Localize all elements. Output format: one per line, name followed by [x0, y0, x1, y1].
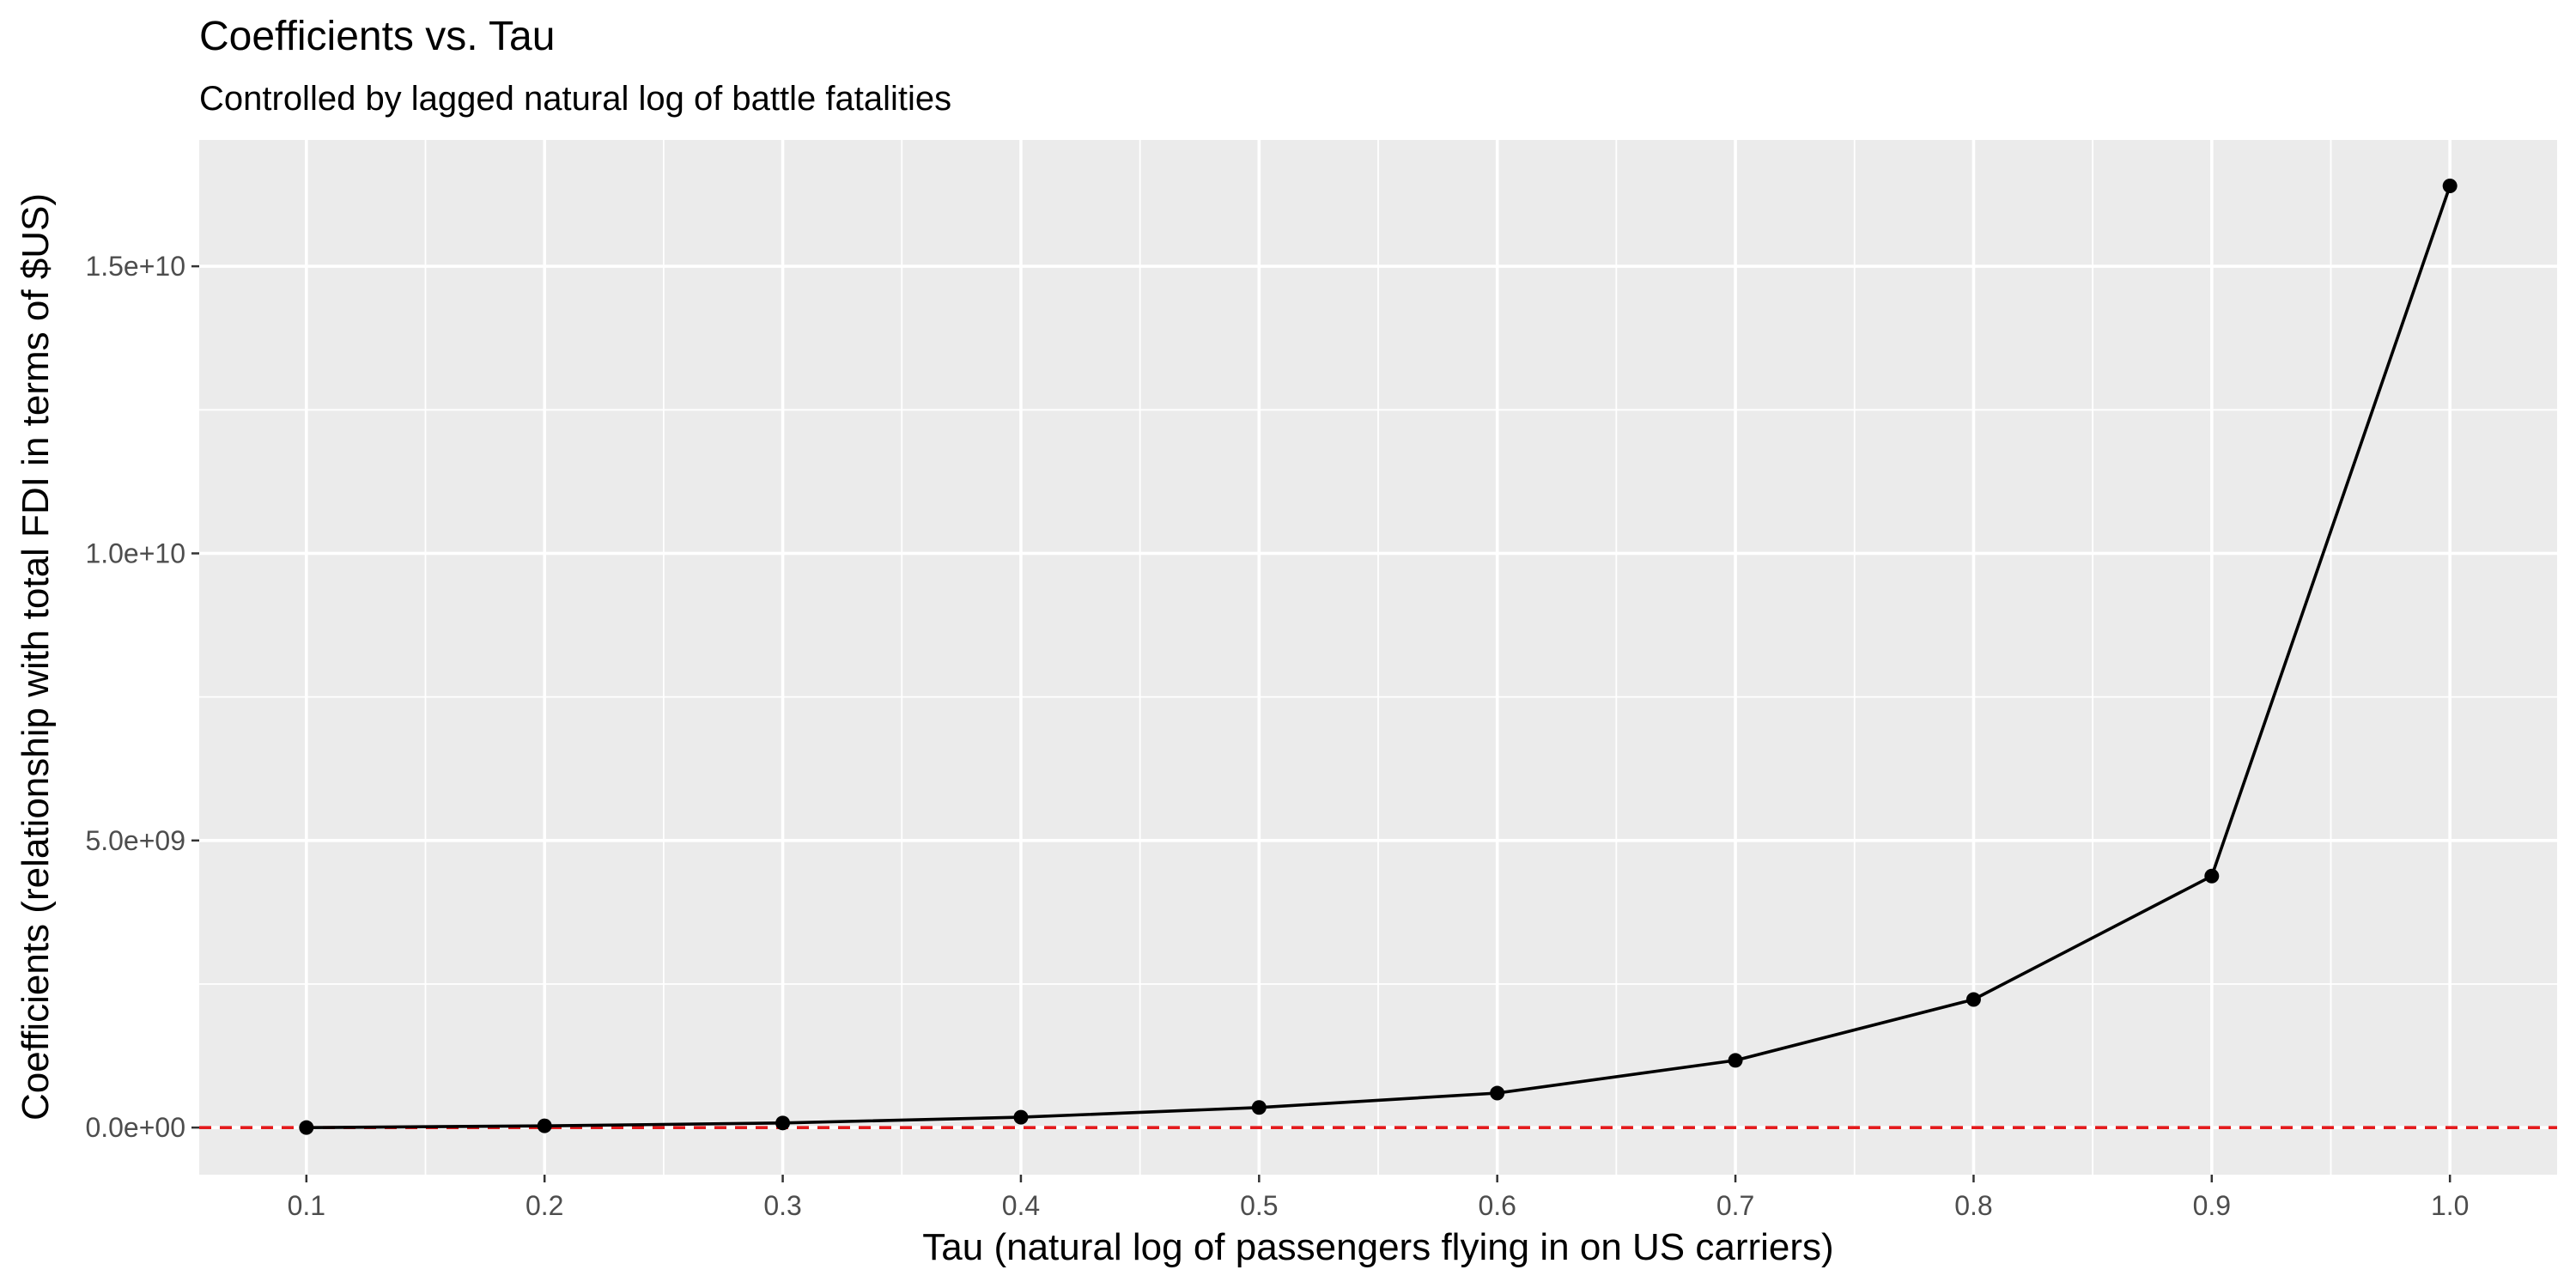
- x-tick-label: 0.3: [763, 1190, 801, 1221]
- x-tick-label: 0.9: [2193, 1190, 2231, 1221]
- data-point: [299, 1120, 314, 1135]
- y-axis-ticks: 0.0e+00 5.0e+09 1.0e+10 1.5e+10: [85, 251, 199, 1143]
- data-point: [1490, 1085, 1505, 1101]
- data-points: [299, 178, 2458, 1135]
- x-tick-label: 0.2: [526, 1190, 563, 1221]
- data-point: [2442, 178, 2458, 193]
- x-axis-ticks: 0.1 0.2 0.3 0.4 0.5 0.6 0.7 0.8 0.9 1.0: [288, 1175, 2469, 1221]
- data-point: [2204, 868, 2220, 884]
- data-point: [1728, 1053, 1743, 1068]
- chart-title: Coefficients vs. Tau: [199, 14, 555, 59]
- data-point: [1965, 992, 1981, 1007]
- minor-gridlines: [199, 140, 2557, 1175]
- x-axis-label: Tau (natural log of passengers flying in…: [922, 1226, 1833, 1268]
- y-axis-label: Coefficients (relationship with total FD…: [15, 193, 57, 1121]
- x-tick-label: 1.0: [2431, 1190, 2469, 1221]
- y-tick-label: 5.0e+09: [85, 825, 185, 856]
- y-tick-label: 1.5e+10: [85, 251, 185, 282]
- chart-subtitle: Controlled by lagged natural log of batt…: [199, 80, 951, 118]
- y-tick-label: 0.0e+00: [85, 1112, 185, 1143]
- y-tick-label: 1.0e+10: [85, 538, 185, 568]
- series-line: [306, 185, 2451, 1129]
- x-tick-label: 0.7: [1716, 1190, 1754, 1221]
- data-point: [1251, 1100, 1267, 1115]
- data-point: [775, 1115, 791, 1131]
- x-tick-label: 0.1: [288, 1190, 325, 1221]
- x-tick-label: 0.4: [1002, 1190, 1040, 1221]
- x-tick-label: 0.8: [1954, 1190, 1992, 1221]
- x-tick-label: 0.6: [1478, 1190, 1516, 1221]
- x-tick-label: 0.5: [1240, 1190, 1278, 1221]
- data-point: [537, 1118, 552, 1133]
- data-point: [1013, 1109, 1029, 1125]
